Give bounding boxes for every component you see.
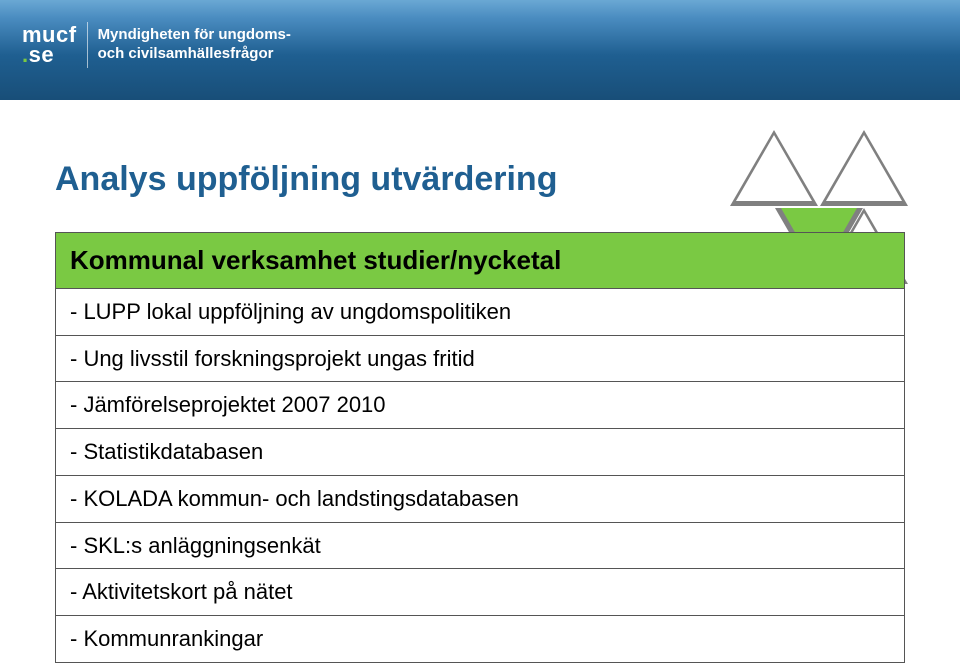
table-row: - Jämförelseprojektet 2007 2010 xyxy=(56,382,905,429)
table-cell: - Aktivitetskort på nätet xyxy=(56,569,905,616)
table-cell: - Ung livsstil forskningsprojekt ungas f… xyxy=(56,335,905,382)
content-table: Kommunal verksamhet studier/nycketal - L… xyxy=(55,232,905,663)
table-row: - Aktivitetskort på nätet xyxy=(56,569,905,616)
logo-divider xyxy=(87,22,88,68)
table-cell: - SKL:s anläggningsenkät xyxy=(56,522,905,569)
table-cell: - Kommunrankingar xyxy=(56,615,905,662)
table-row: - Statistikdatabasen xyxy=(56,429,905,476)
logo-mark: mucf .se xyxy=(22,24,77,66)
page-title: Analys uppföljning utvärdering xyxy=(55,160,557,199)
table-header-row: Kommunal verksamhet studier/nycketal xyxy=(56,233,905,289)
table-row: - LUPP lokal uppföljning av ungdomspolit… xyxy=(56,289,905,336)
table-cell: - Statistikdatabasen xyxy=(56,429,905,476)
table-cell: - KOLADA kommun- och landstingsdatabasen xyxy=(56,475,905,522)
table-cell: - LUPP lokal uppföljning av ungdomspolit… xyxy=(56,289,905,336)
logo-tagline: Myndigheten för ungdoms- och civilsamhäl… xyxy=(98,26,291,64)
triangle-1-fill xyxy=(736,135,812,201)
table-row: - Kommunrankingar xyxy=(56,615,905,662)
table-row: - SKL:s anläggningsenkät xyxy=(56,522,905,569)
logo-bottom-text: .se xyxy=(22,44,54,66)
table-cell: - Jämförelseprojektet 2007 2010 xyxy=(56,382,905,429)
triangle-2-fill xyxy=(826,135,902,201)
table-row: - Ung livsstil forskningsprojekt ungas f… xyxy=(56,335,905,382)
tagline-line-1: Myndigheten för ungdoms- xyxy=(98,26,291,45)
table-row: - KOLADA kommun- och landstingsdatabasen xyxy=(56,475,905,522)
logo-block: mucf .se Myndigheten för ungdoms- och ci… xyxy=(22,22,291,68)
tagline-line-2: och civilsamhällesfrågor xyxy=(98,45,291,64)
top-banner: mucf .se Myndigheten för ungdoms- och ci… xyxy=(0,0,960,100)
slide: mucf .se Myndigheten för ungdoms- och ci… xyxy=(0,0,960,663)
table-header-cell: Kommunal verksamhet studier/nycketal xyxy=(56,233,905,289)
